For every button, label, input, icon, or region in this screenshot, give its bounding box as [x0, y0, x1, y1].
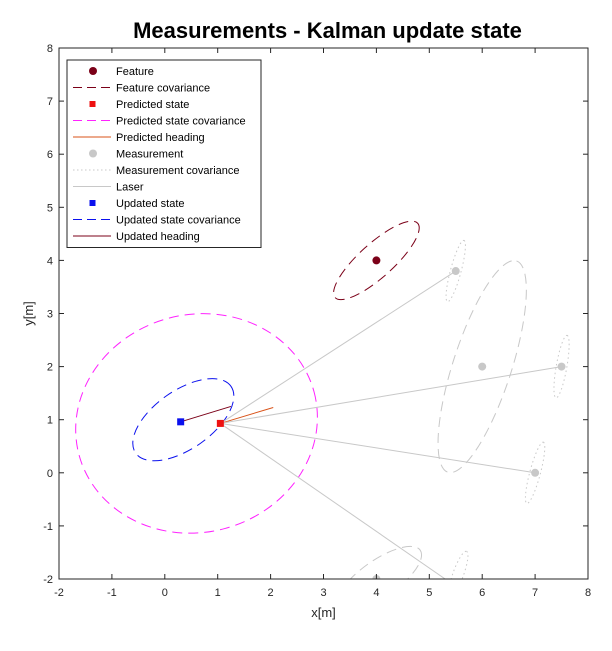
- data-point: [372, 256, 381, 265]
- legend-label: Laser: [116, 182, 144, 194]
- covariance-ellipse: [553, 334, 570, 399]
- y-axis-label: y[m]: [21, 301, 36, 326]
- line-segment: [220, 422, 536, 474]
- y-tick-label: 4: [47, 255, 53, 267]
- line-segment: [220, 366, 562, 424]
- covariance-ellipse: [336, 545, 423, 579]
- legend-label: Feature: [116, 66, 154, 78]
- series-feature: [372, 256, 381, 265]
- legend-item-updated-heading: Updated heading: [73, 231, 200, 243]
- legend-item-predicted-heading: Predicted heading: [73, 132, 205, 144]
- y-tick-label: -1: [43, 521, 53, 533]
- x-tick-label: 5: [426, 587, 432, 599]
- legend-swatch: [89, 67, 97, 75]
- legend-box: [66, 59, 262, 248]
- legend-label: Measurement: [116, 149, 183, 161]
- legend-item-updated-state-covariance: Updated state covariance: [73, 215, 241, 227]
- x-tick-label: 0: [162, 587, 168, 599]
- y-tick-label: 8: [47, 43, 53, 55]
- data-layer: [75, 220, 570, 579]
- legend-label: Updated heading: [116, 231, 200, 243]
- data-point: [216, 419, 224, 427]
- series-feature-covariance: [333, 220, 420, 301]
- axis-ticks: -2 -1 0 1 2 3 4 5 6 7 8 -2 -1 0 1 2 3 4 5 6 7 8: [43, 43, 591, 599]
- legend: Feature Feature covariance Predicted state…: [66, 59, 262, 248]
- y-tick-label: 7: [47, 96, 53, 108]
- x-tick-label: 3: [320, 587, 326, 599]
- chart-title: Measurements - Kalman update state: [133, 18, 522, 43]
- legend-label: Updated state covariance: [116, 215, 241, 227]
- x-tick-label: 7: [532, 587, 538, 599]
- series-predicted-state: [216, 419, 224, 427]
- series-updated-state-covariance: [132, 378, 235, 462]
- series-predicted-state-covariance: [75, 313, 318, 534]
- legend-item-laser: Laser: [73, 182, 144, 194]
- legend-label: Measurement covariance: [116, 165, 240, 177]
- legend-item-measurement-covariance: Measurement covariance: [73, 165, 240, 177]
- legend-label: Predicted state covariance: [116, 116, 246, 128]
- series-updated-heading: [180, 405, 232, 423]
- covariance-ellipse: [448, 550, 469, 579]
- legend-item-measurement: Measurement: [89, 149, 183, 161]
- covariance-ellipse: [445, 239, 466, 303]
- legend-label: Feature covariance: [116, 83, 210, 95]
- data-point: [531, 468, 540, 477]
- legend-swatch: [89, 149, 97, 158]
- legend-label: Predicted state: [116, 99, 189, 111]
- x-tick-label: 2: [268, 587, 274, 599]
- data-point: [177, 418, 185, 426]
- legend-swatch: [89, 200, 96, 206]
- legend-item-feature: Feature: [89, 66, 154, 78]
- x-tick-label: -1: [107, 587, 117, 599]
- y-tick-label: -2: [43, 574, 53, 586]
- legend-label: Predicted heading: [116, 132, 205, 144]
- series-measurement-covariance: [445, 239, 570, 579]
- y-tick-label: 0: [47, 468, 53, 480]
- covariance-ellipse: [132, 378, 235, 462]
- x-axis-label: x[m]: [311, 605, 336, 620]
- series-laser: [220, 270, 562, 579]
- series-updated-state: [177, 418, 185, 426]
- legend-label: Updated state: [116, 198, 185, 210]
- line-segment: [220, 407, 274, 424]
- line-segment: [180, 405, 232, 423]
- data-point: [478, 362, 487, 371]
- x-tick-label: -2: [54, 587, 64, 599]
- x-tick-label: 6: [479, 587, 485, 599]
- line-segment: [220, 423, 446, 579]
- x-tick-label: 4: [373, 587, 379, 599]
- line-segment: [220, 270, 457, 424]
- y-tick-label: 3: [47, 309, 53, 321]
- covariance-ellipse: [75, 313, 318, 534]
- series-measurement: [372, 267, 566, 579]
- legend-item-updated-state: Updated state: [89, 198, 185, 210]
- legend-item-predicted-state: Predicted state: [89, 99, 189, 111]
- legend-item-feature-covariance: Feature covariance: [73, 83, 210, 95]
- data-point: [451, 267, 460, 276]
- y-tick-label: 5: [47, 202, 53, 214]
- x-tick-label: 1: [215, 587, 221, 599]
- series-predicted-heading: [220, 407, 274, 424]
- covariance-ellipse: [333, 220, 420, 301]
- y-tick-label: 2: [47, 362, 53, 374]
- covariance-ellipse: [524, 441, 546, 504]
- data-point: [557, 362, 566, 371]
- legend-swatch: [89, 101, 96, 107]
- y-tick-label: 6: [47, 149, 53, 161]
- legend-item-predicted-state-covariance: Predicted state covariance: [73, 116, 246, 128]
- y-tick-label: 1: [47, 415, 53, 427]
- x-tick-label: 8: [585, 587, 591, 599]
